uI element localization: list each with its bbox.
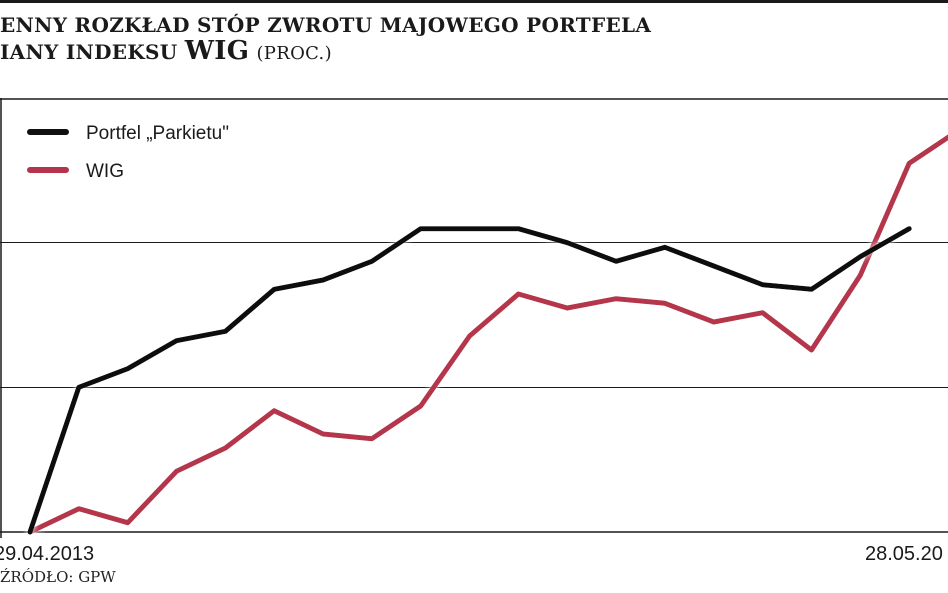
- title-wig: WIG: [184, 36, 250, 66]
- x-tick-label-end: 28.05.20: [865, 543, 943, 565]
- legend-label-2: WIG: [86, 161, 124, 182]
- chart-plot: Portfel „Parkietu" WIG 29.04.2013 28.05.20: [0, 98, 948, 565]
- chart-title: ENNY ROZKŁAD STÓP ZWROTU MAJOWEGO PORTFE…: [0, 12, 651, 67]
- x-tick-label-start: 29.04.2013: [0, 543, 94, 565]
- series-line-2: [27, 134, 948, 535]
- title-line-2: IANY INDEKSU: [0, 40, 185, 64]
- legend: Portfel „Parkietu" WIG: [27, 123, 229, 182]
- title-unit: (PROC.): [256, 43, 332, 64]
- series-layer: [27, 134, 948, 535]
- source-note: ŹRÓDŁO: GPW: [0, 568, 116, 586]
- top-rule: [0, 0, 948, 3]
- legend-label-1: Portfel „Parkietu": [86, 123, 229, 144]
- plot-frame: [0, 98, 948, 538]
- title-line-1: ENNY ROZKŁAD STÓP ZWROTU MAJOWEGO PORTFE…: [0, 13, 652, 37]
- x-axis: 29.04.2013 28.05.20: [0, 543, 943, 565]
- series-line-1: [27, 226, 912, 535]
